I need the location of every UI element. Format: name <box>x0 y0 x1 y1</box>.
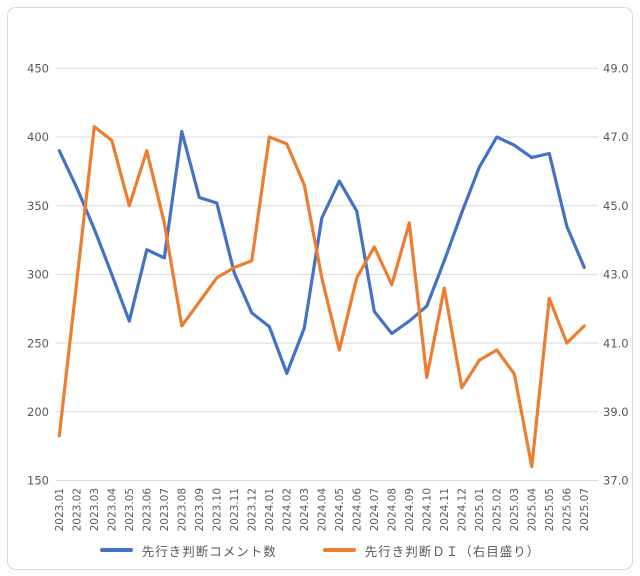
left-axis-tick-label: 250 <box>27 336 49 350</box>
x-axis-tick-label: 2023.10 <box>212 488 224 531</box>
x-axis-tick-label: 2023.01 <box>54 488 66 531</box>
x-axis-tick-label: 2024.08 <box>387 488 399 531</box>
x-axis-tick-label: 2024.06 <box>352 488 364 532</box>
left-axis-tick-label: 150 <box>27 474 49 488</box>
right-axis-tick-label: 37.0 <box>603 474 629 488</box>
left-axis-tick-label: 300 <box>27 268 49 282</box>
chart-card: 450 49.0 400 47.0 350 45.0 300 43.0 250 41.0 200 39… <box>7 7 633 570</box>
x-axis-tick-label: 2024.05 <box>334 488 346 531</box>
legend-item-comment-count: 先行き判断コメント数 <box>99 541 277 560</box>
x-axis-tick-label: 2023.09 <box>194 488 206 531</box>
x-axis-tick-label: 2024.01 <box>264 488 276 531</box>
orange-line-swatch <box>322 548 356 552</box>
x-axis-tick-label: 2025.06 <box>562 488 574 532</box>
legend-item-di: 先行き判断ＤＩ（右目盛り） <box>322 541 541 560</box>
chart-legend: 先行き判断コメント数 先行き判断ＤＩ（右目盛り） <box>8 534 632 566</box>
x-axis-tick-label: 2023.02 <box>72 488 84 531</box>
x-axis-tick-label: 2025.05 <box>544 488 556 531</box>
x-axis-tick-label: 2023.07 <box>159 488 171 531</box>
left-axis-tick-label: 400 <box>27 130 49 144</box>
left-axis-tick-label: 450 <box>27 62 49 76</box>
x-axis-tick-label: 2024.02 <box>282 488 294 531</box>
right-axis-tick-label: 43.0 <box>603 268 629 282</box>
right-axis-tick-label: 49.0 <box>603 62 629 76</box>
x-axis-tick-label: 2025.02 <box>492 488 504 531</box>
x-axis-tick-label: 2023.12 <box>247 488 259 531</box>
x-axis-tick-label: 2025.03 <box>509 488 521 531</box>
x-axis-tick-label: 2024.10 <box>422 488 434 531</box>
x-axis-tick-label: 2024.07 <box>369 488 381 531</box>
left-axis-tick-label: 350 <box>27 199 49 213</box>
blue-line-swatch <box>99 548 133 552</box>
right-axis-tick-label: 47.0 <box>603 130 629 144</box>
x-axis-tick-label: 2023.11 <box>229 488 241 531</box>
left-axis-tick-label: 200 <box>27 405 49 419</box>
right-axis-tick-label: 41.0 <box>603 336 629 350</box>
x-axis-tick-label: 2025.01 <box>474 488 486 531</box>
x-axis-tick-label: 2024.12 <box>457 488 469 531</box>
right-axis-tick-label: 45.0 <box>603 199 629 213</box>
x-axis-tick-label: 2023.08 <box>177 488 189 531</box>
x-axis-tick-label: 2025.04 <box>527 488 539 532</box>
x-axis-tick-label: 2024.09 <box>404 488 416 531</box>
dual-axis-line-chart: 450 49.0 400 47.0 350 45.0 300 43.0 250 41.0 200 39… <box>27 62 629 532</box>
x-axis-tick-label: 2024.11 <box>439 488 451 531</box>
x-axis-tick-label: 2025.07 <box>579 488 591 531</box>
x-axis-tick-label: 2023.05 <box>124 488 136 531</box>
legend-label-di: 先行き判断ＤＩ（右目盛り） <box>364 543 541 559</box>
di-line <box>57 125 586 469</box>
x-axis-tick-label: 2024.03 <box>299 488 311 531</box>
x-axis-tick-label: 2024.04 <box>317 488 329 532</box>
x-axis-tick-label: 2023.04 <box>107 488 119 532</box>
right-axis-tick-label: 39.0 <box>603 405 629 419</box>
x-axis-tick-label: 2023.06 <box>142 488 154 532</box>
x-axis-tick-label: 2023.03 <box>89 488 101 531</box>
comment-count-line <box>57 129 586 375</box>
legend-label-comment-count: 先行き判断コメント数 <box>141 543 277 559</box>
